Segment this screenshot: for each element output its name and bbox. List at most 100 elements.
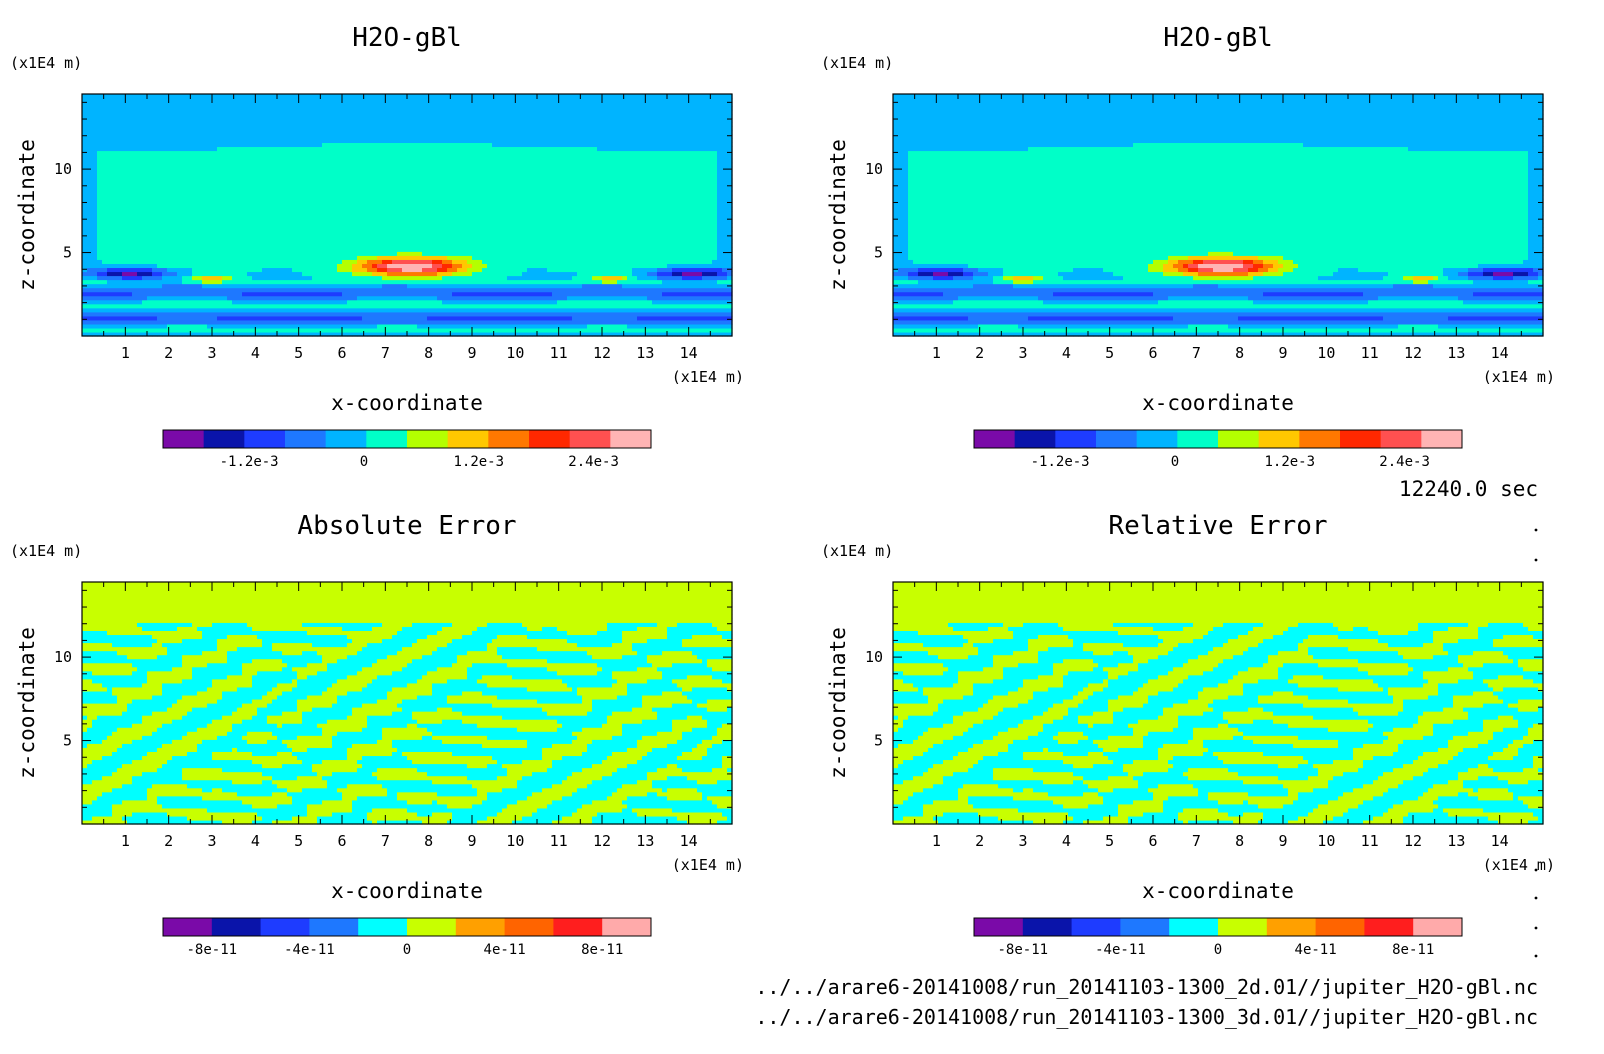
field-cell — [177, 227, 183, 232]
field-cell — [212, 324, 218, 329]
field-cell — [122, 159, 128, 164]
field-cell — [132, 271, 138, 276]
field-cell — [177, 259, 183, 264]
field-cell — [277, 284, 283, 289]
field-cell — [197, 142, 203, 147]
field-cell — [267, 284, 273, 289]
field-cell — [297, 284, 303, 289]
field-cell — [292, 146, 298, 151]
field-cell — [267, 227, 273, 232]
field-cell — [217, 251, 223, 256]
field-cell — [212, 126, 218, 131]
field-cell — [262, 171, 268, 176]
field-cell — [257, 243, 263, 248]
field-cell — [287, 150, 293, 155]
field-cell — [237, 122, 243, 127]
field-cell — [197, 215, 203, 220]
field-cell — [142, 239, 148, 244]
field-cell — [267, 324, 273, 329]
field-cell — [157, 175, 163, 180]
field-cell — [167, 138, 173, 143]
field-cell — [232, 122, 238, 127]
field-cell — [177, 271, 183, 276]
field-cell — [242, 134, 248, 139]
field-cell — [92, 199, 98, 204]
field-cell — [272, 163, 278, 168]
field-cell — [257, 163, 263, 168]
field-cell — [187, 175, 193, 180]
field-cell — [232, 308, 238, 313]
field-cell — [232, 263, 238, 268]
field-cell — [142, 312, 148, 317]
field-cell — [92, 98, 98, 103]
field-cell — [97, 150, 103, 155]
field-cell — [137, 114, 143, 119]
field-cell — [242, 187, 248, 192]
field-cell — [262, 271, 268, 276]
field-cell — [172, 195, 178, 200]
field-cell — [172, 183, 178, 188]
field-cell — [107, 134, 113, 139]
field-cell — [102, 159, 108, 164]
field-cell — [217, 118, 223, 123]
field-cell — [212, 251, 218, 256]
field-cell — [252, 126, 258, 131]
field-cell — [227, 211, 233, 216]
field-cell — [137, 167, 143, 172]
field-cell — [127, 130, 133, 135]
field-cell — [167, 304, 173, 309]
field-cell — [187, 155, 193, 160]
field-cell — [177, 183, 183, 188]
field-cell — [87, 138, 93, 143]
field-cell — [207, 284, 213, 289]
field-cell — [97, 195, 103, 200]
field-cell — [92, 207, 98, 212]
field-cell — [172, 114, 178, 119]
field-cell — [112, 243, 118, 248]
field-cell — [122, 304, 128, 309]
field-cell — [222, 191, 228, 196]
field-cell — [277, 231, 283, 236]
field-cell — [272, 255, 278, 260]
field-cell — [172, 271, 178, 276]
field-cell — [152, 304, 158, 309]
field-cell — [267, 304, 273, 309]
field-cell — [237, 191, 243, 196]
field-cell — [222, 130, 228, 135]
field-cell — [287, 223, 293, 228]
field-cell — [287, 251, 293, 256]
field-cell — [162, 320, 168, 325]
field-cell — [212, 231, 218, 236]
field-cell — [247, 195, 253, 200]
field-cell — [262, 312, 268, 317]
field-cell — [212, 146, 218, 151]
field-cell — [227, 316, 233, 321]
field-cell — [132, 267, 138, 272]
field-cell — [247, 288, 253, 293]
field-cell — [282, 126, 288, 131]
field-cell — [177, 114, 183, 119]
field-cell — [162, 207, 168, 212]
field-cell — [197, 110, 203, 115]
field-cell — [272, 288, 278, 293]
field-cell — [232, 259, 238, 264]
field-cell — [232, 98, 238, 103]
field-cell — [82, 231, 88, 236]
field-cell — [167, 324, 173, 329]
field-cell — [197, 106, 203, 111]
field-cell — [202, 312, 208, 317]
field-cell — [172, 215, 178, 220]
field-cell — [132, 167, 138, 172]
field-cell — [232, 195, 238, 200]
field-cell — [267, 316, 273, 321]
field-cell — [267, 110, 273, 115]
field-cell — [292, 259, 298, 264]
field-cell — [127, 146, 133, 151]
field-cell — [222, 288, 228, 293]
field-cell — [267, 146, 273, 151]
field-cell — [262, 288, 268, 293]
field-cell — [187, 219, 193, 224]
field-cell — [277, 304, 283, 309]
field-cell — [157, 191, 163, 196]
field-cell — [122, 138, 128, 143]
